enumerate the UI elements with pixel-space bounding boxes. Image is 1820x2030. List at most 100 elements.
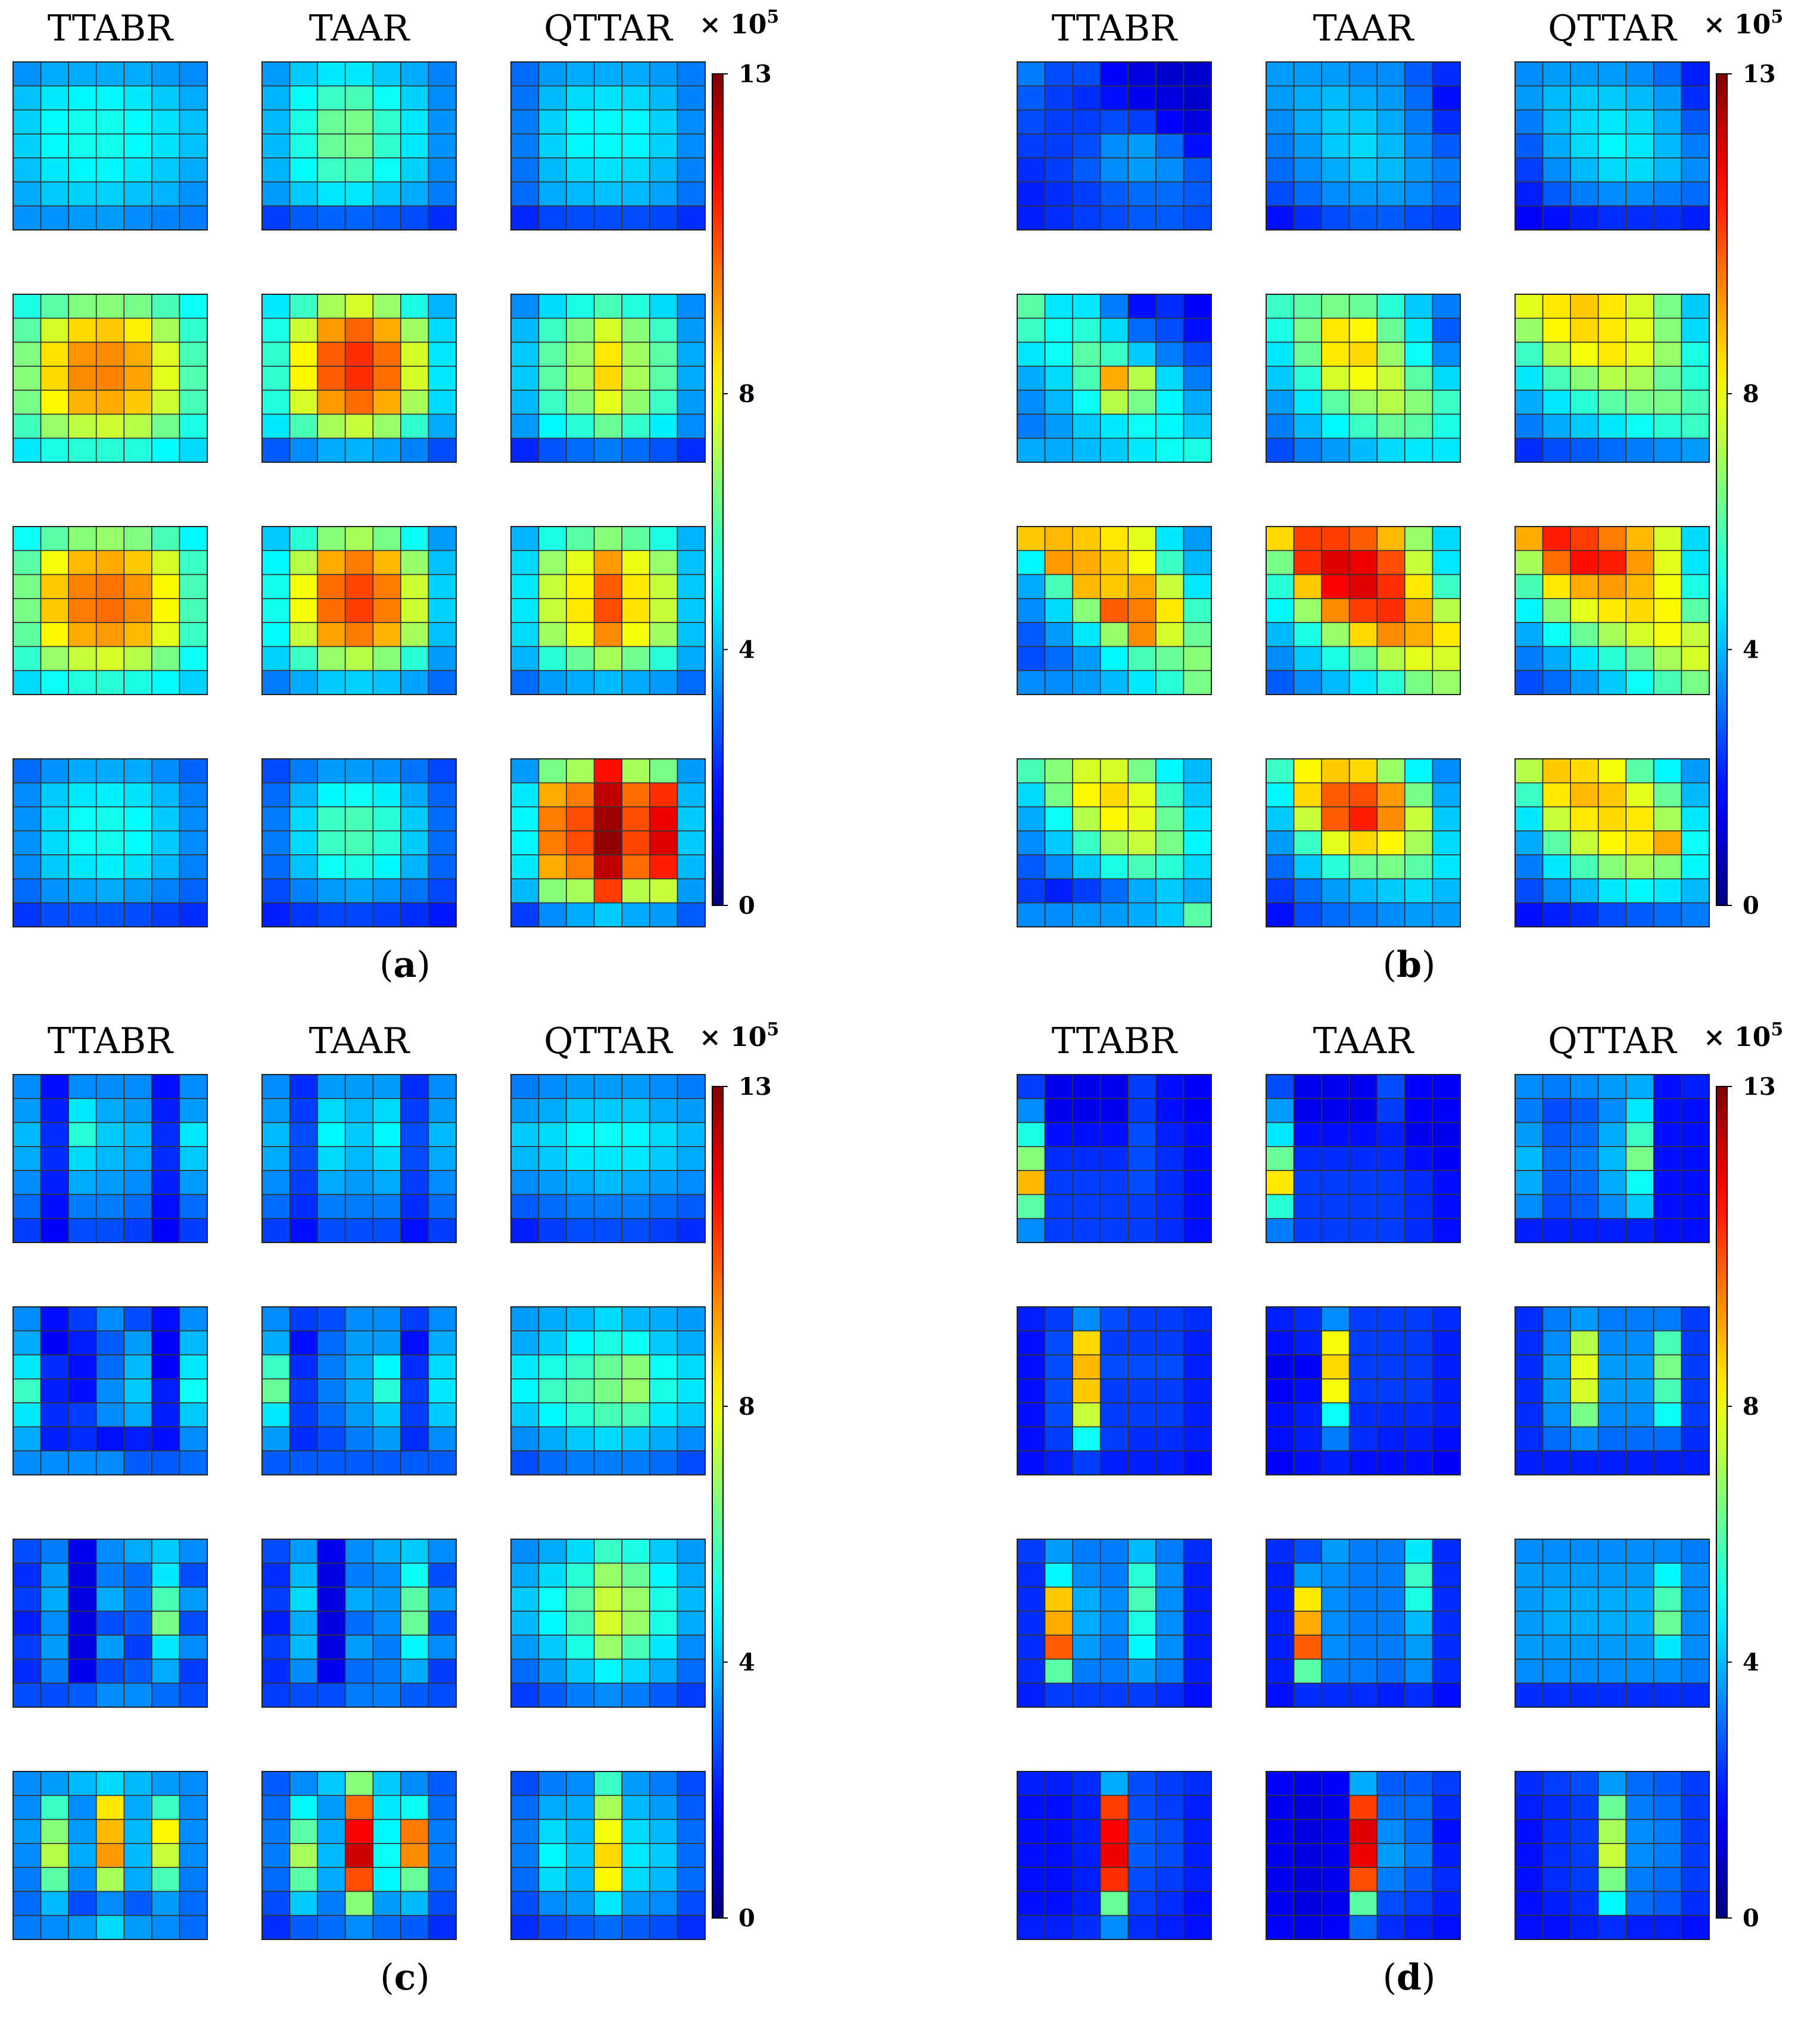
heatmap-cell [1321,550,1350,575]
colorbar-tick-label: 13 [1743,60,1776,88]
heatmap-cell [13,1611,42,1636]
heatmap-cell [344,133,374,158]
heatmap-cell [1155,1330,1185,1356]
heatmap-cell [68,1218,97,1243]
heatmap-cell [1183,1914,1212,1940]
heatmap-cell [289,574,318,599]
heatmap-cell [68,646,97,671]
heatmap-cell [372,1562,401,1588]
heatmap-cell [13,1586,42,1612]
heatmap-cell [1597,133,1627,158]
heatmap-cell [538,341,567,367]
heatmap-cell [1542,1562,1571,1588]
heatmap-cell [649,854,678,880]
heatmap-cell [1404,294,1433,319]
heatmap-cell [179,1867,208,1892]
heatmap-cell [593,1330,623,1356]
heatmap-cell [95,1843,125,1868]
heatmap-cell [68,1306,97,1332]
heatmap-cell [1653,1682,1682,1708]
heatmap-cell [1321,133,1350,158]
heatmap-cell [40,1122,69,1147]
heatmap-cell [1321,390,1350,415]
heatmap-cell [68,1634,97,1660]
heatmap-cell [68,61,97,87]
heatmap-cell [1653,1891,1682,1916]
heatmap-cell [1681,1867,1710,1892]
heatmap-cell [1266,622,1295,647]
panel-label: (a) [379,944,431,986]
heatmap-cell [1099,854,1129,880]
heatmap-cell [261,317,291,343]
heatmap-cell [1542,205,1571,231]
heatmap-cell [428,1795,457,1820]
heatmap-cell [1376,1867,1405,1892]
heatmap-cell [1542,366,1571,391]
heatmap-cell [13,317,42,343]
heatmap-cell [40,1539,69,1564]
heatmap-cell [1072,1771,1101,1797]
heatmap-cell [95,1218,125,1243]
heatmap-cell [1127,366,1157,391]
heatmap-cell [1514,366,1544,391]
heatmap-cell [1293,1819,1322,1844]
heatmap-cell [1625,878,1654,904]
heatmap-cell [677,670,706,695]
heatmap-cell [1625,1098,1654,1123]
heatmap-cell [1127,1426,1157,1452]
heatmap-cell [13,1330,42,1356]
heatmap-cell [261,1914,291,1940]
heatmap-cell [1376,758,1405,784]
heatmap-border [1514,1074,1710,1243]
heatmap-cell [1099,390,1129,415]
heatmap-cell [68,1586,97,1612]
heatmap-cell [538,646,567,671]
heatmap-cell [13,1074,42,1100]
heatmap-cell [538,878,567,904]
heatmap-cell [1653,526,1682,552]
heatmap-cell [1099,622,1129,647]
heatmap-cell [538,1795,567,1820]
heatmap-cell [261,758,291,784]
heatmap-cell [1625,1074,1654,1100]
heatmap-cell [1432,294,1461,319]
heatmap-cell [1099,1194,1129,1219]
heatmap-cell [1155,806,1185,832]
heatmap-cell [1404,1562,1433,1588]
heatmap-cell [400,1330,429,1356]
heatmap-cell [151,782,180,808]
heatmap-cell [538,1682,567,1708]
heatmap-cell [400,758,429,784]
heatmap-cell [649,646,678,671]
heatmap-cell [1072,758,1101,784]
heatmap-cell [1348,1122,1378,1147]
heatmap-cell [68,878,97,904]
heatmap-cell [95,1330,125,1356]
heatmap-cell [1376,1354,1405,1380]
heatmap-cell [1266,806,1295,832]
heatmap-cell [95,1867,125,1892]
heatmap-cell [1653,413,1682,439]
heatmap-cell [1127,1378,1157,1403]
heatmap-cell [1044,341,1073,367]
heatmap-cell [1625,133,1654,158]
heatmap-cell [1653,550,1682,575]
heatmap-cell [344,366,374,391]
heatmap-cell [1099,181,1129,207]
heatmap-cell [1348,830,1378,855]
heatmap-cell [123,1914,152,1940]
heatmap-cell [95,622,125,647]
heatmap-cell [649,157,678,183]
heatmap-cell [649,1562,678,1588]
heatmap-cell [151,157,180,183]
heatmap-cell [1072,109,1101,135]
heatmap-cell [95,294,125,319]
heatmap-cell [1404,1330,1433,1356]
heatmap-cell [1376,437,1405,463]
heatmap-cell [1625,1146,1654,1171]
heatmap-cell [428,526,457,552]
heatmap-cell [1432,1122,1461,1147]
heatmap-cell [1376,157,1405,183]
heatmap-cell [1404,1170,1433,1195]
